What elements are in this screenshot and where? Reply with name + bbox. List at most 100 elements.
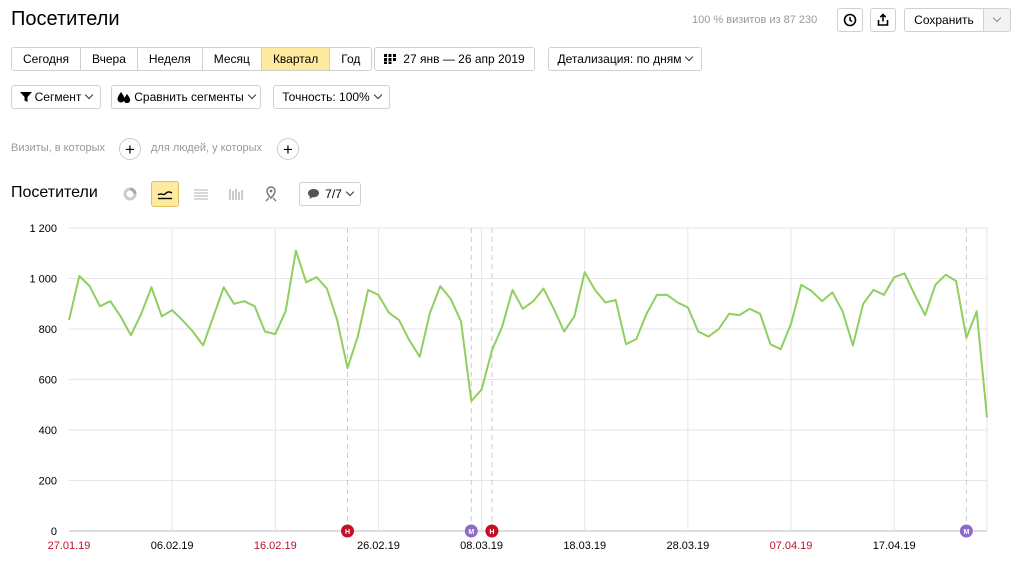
- data-point: [934, 284, 936, 286]
- data-point: [233, 303, 235, 305]
- data-point: [883, 294, 885, 296]
- data-point: [594, 289, 596, 291]
- save-options-button[interactable]: [983, 8, 1011, 32]
- data-point: [615, 299, 617, 301]
- bar-chart-toggle[interactable]: [222, 181, 250, 207]
- filter-icon: [19, 92, 32, 102]
- data-point: [862, 303, 864, 305]
- data-point: [708, 336, 710, 338]
- x-tick-label: 26.02.19: [357, 540, 400, 552]
- chevron-down-icon: [247, 90, 257, 100]
- data-point: [852, 344, 854, 346]
- data-point: [388, 312, 390, 314]
- data-point: [243, 300, 245, 302]
- data-point: [697, 331, 699, 333]
- data-point: [130, 334, 132, 336]
- data-point: [357, 336, 359, 338]
- data-point: [470, 400, 472, 402]
- data-point: [677, 301, 679, 303]
- date-range-label: 27 янв — 26 апр 2019: [403, 52, 525, 66]
- data-point: [192, 331, 194, 333]
- data-point: [120, 315, 122, 317]
- chevron-down-icon: [85, 90, 94, 100]
- data-point: [285, 310, 287, 312]
- line-chart-icon: [157, 191, 173, 200]
- data-point: [68, 319, 70, 321]
- map-toggle[interactable]: [257, 181, 285, 207]
- history-button[interactable]: [837, 8, 863, 32]
- plus-icon: +: [125, 139, 135, 159]
- data-point: [945, 274, 947, 276]
- event-marker-label: М: [468, 529, 474, 536]
- compare-label: Сравнить сегменты: [134, 90, 244, 104]
- data-point: [604, 301, 606, 303]
- chart-title: Посетители: [11, 184, 98, 201]
- event-marker: [340, 524, 354, 538]
- pie-chart-toggle[interactable]: [116, 181, 144, 207]
- accuracy-dropdown[interactable]: Точность: 100%: [273, 85, 390, 109]
- x-tick-label: 06.02.19: [151, 540, 194, 552]
- data-point: [646, 313, 648, 315]
- data-point: [326, 288, 328, 290]
- period-year[interactable]: Год: [341, 52, 361, 66]
- data-point: [336, 319, 338, 321]
- add-visit-condition-button[interactable]: +: [119, 138, 141, 160]
- add-people-condition-button[interactable]: +: [277, 138, 299, 160]
- compare-drops-icon: [117, 91, 131, 103]
- y-tick-label: 0: [51, 526, 57, 538]
- data-point: [264, 331, 266, 333]
- data-point: [903, 272, 905, 274]
- data-point: [738, 314, 740, 316]
- data-point: [769, 343, 771, 345]
- date-range-button[interactable]: 27 янв — 26 апр 2019: [374, 47, 535, 71]
- period-quarter[interactable]: Квартал: [261, 48, 331, 70]
- x-tick-label: 08.03.19: [460, 540, 503, 552]
- data-point: [274, 333, 276, 335]
- period-month[interactable]: Месяц: [203, 48, 262, 70]
- segment-button[interactable]: Сегмент: [11, 85, 101, 109]
- data-point: [986, 416, 988, 418]
- data-point: [749, 308, 751, 310]
- data-point: [161, 315, 163, 317]
- y-tick-label: 400: [39, 425, 57, 437]
- detail-label: Детализация: по дням: [557, 52, 682, 66]
- data-point: [419, 356, 421, 358]
- detail-dropdown[interactable]: Детализация: по дням: [548, 47, 702, 71]
- export-button[interactable]: [870, 8, 896, 32]
- chevron-down-icon: [345, 187, 355, 197]
- data-point: [728, 313, 730, 315]
- x-tick-label: 16.02.19: [254, 540, 297, 552]
- data-point: [965, 337, 967, 339]
- data-point: [635, 338, 637, 340]
- data-point: [666, 294, 668, 296]
- data-point: [955, 280, 957, 282]
- data-point: [924, 314, 926, 316]
- segment-label: Сегмент: [34, 90, 82, 104]
- compare-segments-button[interactable]: Сравнить сегменты: [111, 85, 261, 109]
- share-icon: [877, 13, 889, 26]
- x-tick-label: 07.04.19: [770, 540, 813, 552]
- line-chart-toggle[interactable]: [151, 181, 179, 207]
- data-point: [460, 320, 462, 322]
- y-tick-label: 800: [39, 324, 57, 336]
- data-point: [377, 294, 379, 296]
- y-tick-label: 1 000: [29, 274, 57, 286]
- event-marker: [485, 524, 499, 538]
- period-week[interactable]: Неделя: [138, 48, 203, 70]
- data-point: [398, 319, 400, 321]
- y-tick-label: 1 200: [29, 223, 57, 235]
- data-point: [811, 290, 813, 292]
- notes-dropdown[interactable]: 7/7: [299, 182, 361, 206]
- visitors-line-chart: 0 200 400 600 800 1 000 1 200 27.01.19 06.02.19 1…: [29, 223, 988, 552]
- area-chart-icon: [194, 189, 208, 200]
- data-point: [171, 309, 173, 311]
- period-today[interactable]: Сегодня: [12, 48, 81, 70]
- area-chart-toggle[interactable]: [187, 181, 215, 207]
- visits-share-text: 100 % визитов из 87 230: [692, 14, 818, 26]
- data-point: [140, 313, 142, 315]
- data-point: [553, 308, 555, 310]
- save-button[interactable]: Сохранить: [904, 8, 984, 32]
- data-point: [625, 343, 627, 345]
- data-point: [563, 331, 565, 333]
- period-yesterday[interactable]: Вчера: [81, 48, 138, 70]
